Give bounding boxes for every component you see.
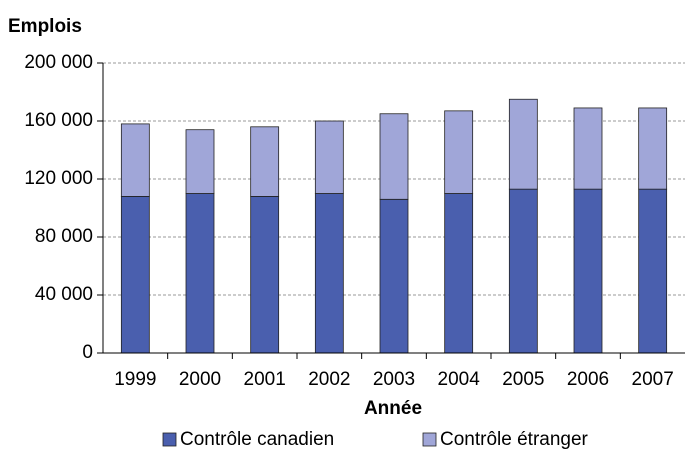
bar-segment — [185, 129, 215, 194]
x-tick-label: 2006 — [567, 369, 609, 390]
bar-segment — [508, 188, 538, 354]
bar-segment — [314, 193, 344, 354]
bar-segment — [379, 113, 409, 200]
legend-swatch — [162, 432, 177, 447]
y-tick-label: 0 — [82, 342, 93, 363]
bar-segment — [573, 188, 603, 354]
x-tick-label: 2004 — [438, 369, 481, 390]
bar-segment — [120, 195, 150, 354]
chart-title: Emplois — [8, 16, 82, 37]
bar-segment — [573, 107, 603, 190]
y-tick-label: 200 000 — [24, 52, 93, 73]
bar-segment — [638, 107, 668, 190]
bar-segment — [250, 126, 280, 197]
x-tick-label: 2001 — [244, 369, 286, 390]
y-tick-label: 120 000 — [24, 168, 93, 189]
y-tick-label: 160 000 — [24, 110, 93, 131]
bar-segment — [314, 120, 344, 194]
x-tick-label: 2002 — [308, 369, 350, 390]
bar-segment — [638, 188, 668, 354]
x-tick-label: 2000 — [179, 369, 221, 390]
x-tick-label: 2005 — [502, 369, 544, 390]
y-tick-label: 80 000 — [35, 226, 93, 247]
bar-segment — [379, 198, 409, 354]
x-tick-label: 2007 — [632, 369, 674, 390]
x-tick-label: 2003 — [373, 369, 415, 390]
bar-segment — [444, 193, 474, 354]
x-axis-label: Année — [364, 398, 422, 419]
legend-label: Contrôle étranger — [440, 429, 589, 450]
bar-segment — [185, 193, 215, 354]
legend-label: Contrôle canadien — [180, 429, 334, 450]
x-tick-label: 1999 — [114, 369, 156, 390]
bar-segment — [508, 98, 538, 190]
bar-segment — [120, 123, 150, 197]
bar-segment — [444, 110, 474, 194]
y-tick-label: 40 000 — [35, 284, 93, 305]
legend-swatch — [422, 432, 437, 447]
bar-segment — [250, 195, 280, 354]
